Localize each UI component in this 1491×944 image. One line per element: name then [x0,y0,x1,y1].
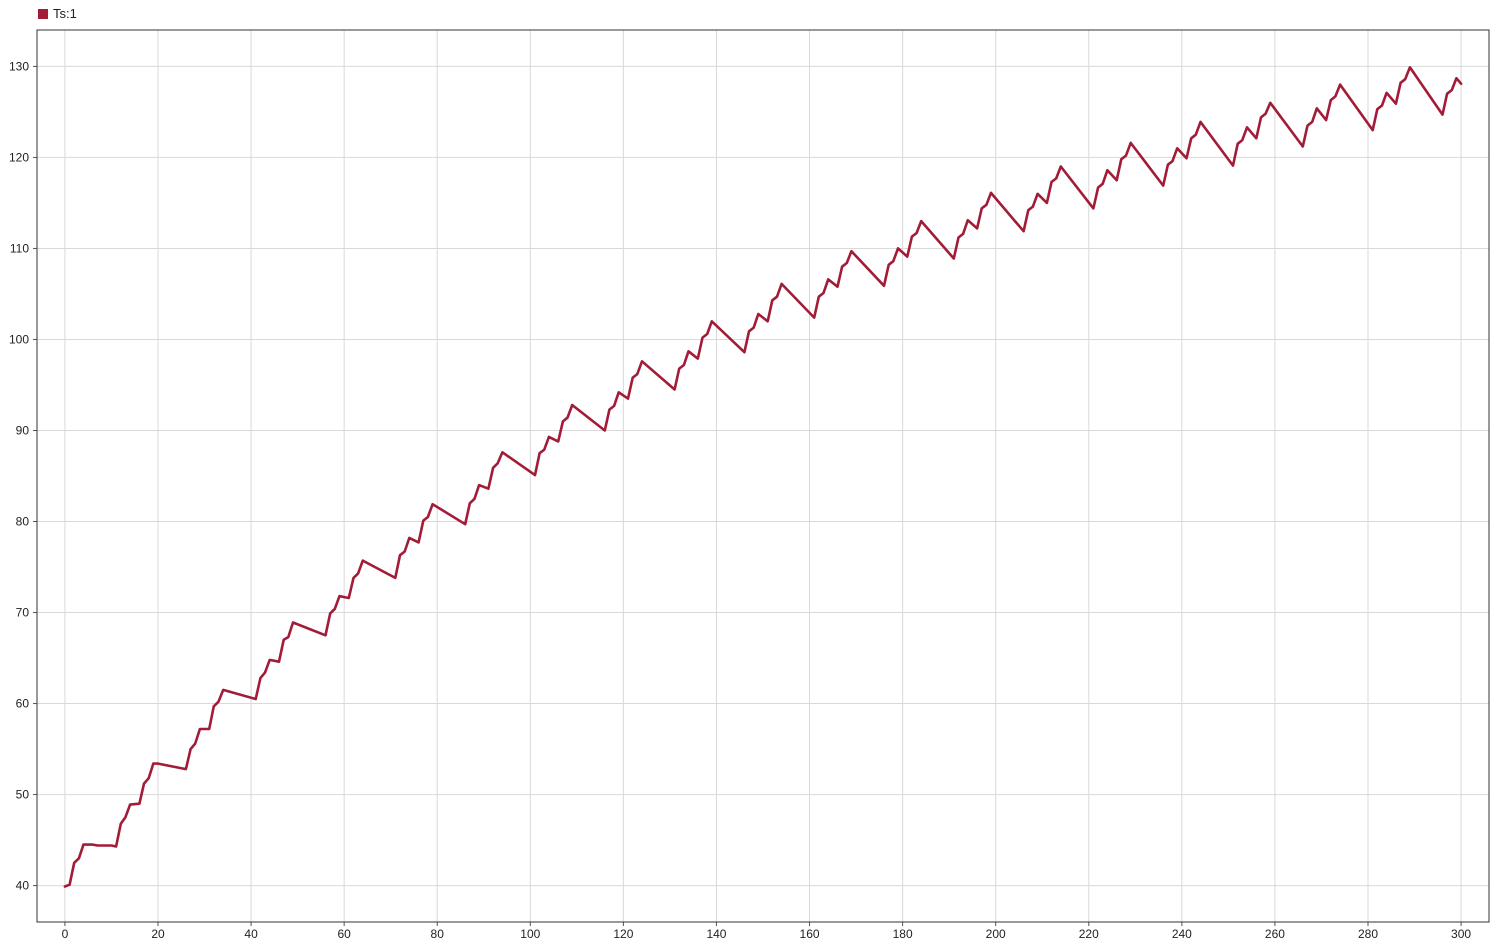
legend-label: Ts:1 [53,6,77,21]
y-tick-label: 40 [16,879,30,893]
plot-frame [36,29,1490,923]
x-tick-label: 120 [613,927,633,941]
x-tick-label: 0 [62,927,69,941]
x-tick-label: 260 [1265,927,1285,941]
x-tick-label: 220 [1079,927,1099,941]
series-line [63,66,1463,888]
y-tick-label: 120 [9,150,29,164]
x-tick-label: 60 [337,927,351,941]
plot-area [37,30,1489,922]
x-tick-label: 40 [244,927,258,941]
x-tick-label: 160 [800,927,820,941]
x-tick-label: 240 [1172,927,1192,941]
y-tick-label: 130 [9,59,29,73]
x-tick-label: 200 [986,927,1006,941]
x-tick-label: 140 [706,927,726,941]
y-tick-label: 50 [16,788,30,802]
y-tick-label: 60 [16,697,30,711]
x-tick-label: 180 [893,927,913,941]
x-tick-label: 280 [1358,927,1378,941]
y-tick-label: 110 [10,241,29,255]
y-tick-label: 80 [16,515,30,529]
y-tick-label: 100 [9,332,29,346]
legend: Ts:1 [38,6,77,21]
y-tick-label: 70 [16,606,30,620]
x-tick-label: 100 [520,927,540,941]
y-tick-label: 90 [16,423,30,437]
x-tick-label: 300 [1451,927,1471,941]
x-tick-label: 20 [151,927,165,941]
legend-swatch [38,8,48,19]
x-tick-label: 80 [431,927,445,941]
